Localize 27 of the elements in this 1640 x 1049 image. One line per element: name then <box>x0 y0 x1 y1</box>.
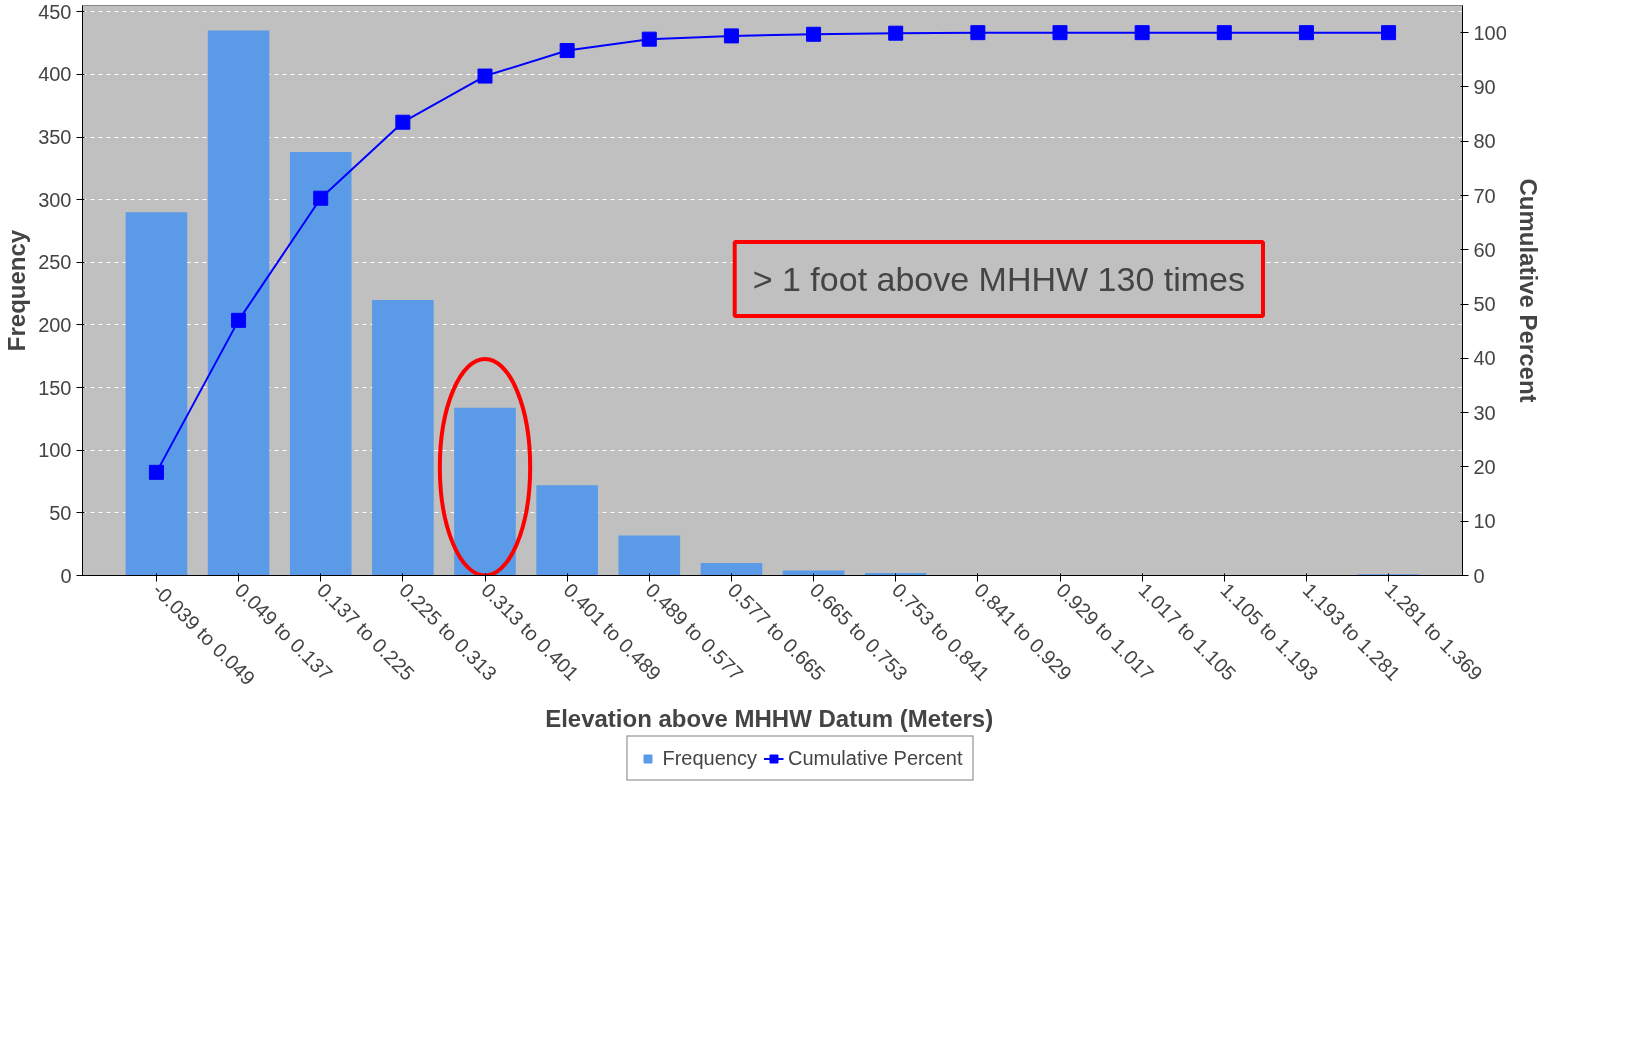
y-tick-label: 100 <box>38 439 72 462</box>
y-axis-title: Frequency <box>3 229 31 352</box>
y-tick-label: 300 <box>38 188 72 211</box>
y-tick-label: 150 <box>38 376 72 399</box>
x-axis-title: Elevation above MHHW Datum (Meters) <box>545 705 994 733</box>
annotation: > 1 foot above MHHW 130 times <box>752 260 1245 299</box>
y2-tick-label: 0 <box>1473 564 1485 587</box>
y2-tick-label: 70 <box>1473 184 1496 207</box>
y2-tick-label: 30 <box>1473 401 1496 424</box>
legend-label: Cumulative Percent <box>787 746 963 770</box>
y-tick-label: 400 <box>38 63 72 86</box>
y2-axis-title: Cumulative Percent <box>1514 178 1542 403</box>
y-tick-label: 350 <box>38 126 72 149</box>
y2-tick-label: 20 <box>1473 455 1496 478</box>
y-tick-label: 50 <box>49 501 72 524</box>
y-tick-label: 450 <box>38 0 72 23</box>
y2-tick-label: 100 <box>1473 21 1507 44</box>
y2-tick-label: 50 <box>1473 293 1496 316</box>
legend-label: Frequency <box>662 746 757 770</box>
y2-tick-label: 10 <box>1473 510 1496 533</box>
y-tick-label: 250 <box>38 251 72 274</box>
y-tick-label: 200 <box>38 313 72 336</box>
y2-tick-label: 80 <box>1473 130 1496 153</box>
y2-tick-label: 90 <box>1473 75 1496 98</box>
y-tick-label: 0 <box>60 564 72 587</box>
y2-tick-label: 60 <box>1473 238 1496 261</box>
y2-tick-label: 40 <box>1473 347 1496 370</box>
